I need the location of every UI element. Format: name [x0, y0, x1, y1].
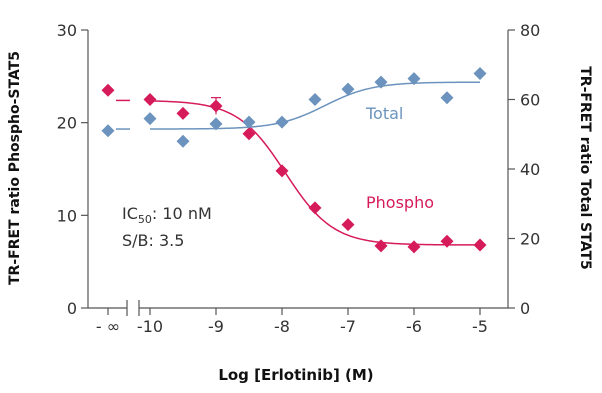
series-label-phospho: Phospho: [366, 193, 434, 212]
y-tick-label-left: 20: [57, 114, 77, 133]
x-tick-label: - ∞: [96, 317, 120, 336]
ic50-subscript: 50: [138, 213, 152, 226]
data-point-total: [341, 82, 355, 96]
data-point-phospho: [374, 239, 388, 253]
x-axis-title: Log [Erlotinib] (M): [218, 366, 373, 384]
data-point-phospho: [341, 218, 355, 232]
y-axis-title-right: TR-FRET ratio Total STAT5: [577, 66, 593, 270]
data-point-phospho: [209, 99, 223, 113]
data-point-phospho: [275, 164, 289, 178]
data-point-total: [176, 134, 190, 148]
x-tick-label: -9: [208, 317, 224, 336]
x-tick-label: -5: [472, 317, 488, 336]
data-point-phospho: [143, 93, 157, 106]
ic50-prefix: IC: [122, 204, 138, 223]
data-point-total-baseline: [101, 124, 115, 138]
data-point-total: [473, 66, 487, 80]
data-point-total: [407, 72, 421, 86]
y-tick-label-right: 60: [520, 91, 540, 110]
y-tick-label-right: 40: [520, 160, 540, 179]
data-point-phospho: [407, 240, 421, 254]
data-point-phospho: [242, 127, 256, 141]
y-tick-label-left: 10: [57, 206, 77, 225]
data-point-total: [374, 75, 388, 89]
data-point-total: [143, 112, 157, 126]
x-tick-label: -10: [137, 317, 163, 336]
ic50-value: : 10 nM: [152, 204, 212, 223]
data-point-total: [440, 91, 454, 105]
y-tick-label-right: 80: [520, 21, 540, 40]
data-point-phospho-baseline: [101, 83, 115, 97]
y-tick-label-right: 0: [520, 299, 530, 318]
data-point-phospho: [176, 106, 190, 120]
y-tick-label-left: 30: [57, 21, 77, 40]
data-point-phospho: [473, 238, 487, 252]
data-point-total: [242, 115, 256, 129]
x-tick-label: -6: [406, 317, 422, 336]
series-label-total: Total: [365, 104, 403, 123]
fit-curve-total: [149, 81, 480, 130]
x-tick-label: -7: [340, 317, 356, 336]
y-tick-label-right: 20: [520, 230, 540, 249]
y-axis-title-left: TR-FRET ratio Phospho-STAT5: [7, 51, 23, 285]
data-point-total: [308, 93, 322, 106]
y-tick-label-left: 0: [67, 299, 77, 318]
data-point-total: [209, 117, 223, 131]
points-layer: [101, 66, 487, 254]
ic50-annotation: IC50: 10 nM: [122, 204, 212, 226]
sb-annotation: S/B: 3.5: [122, 231, 184, 250]
x-tick-label: -8: [274, 317, 290, 336]
data-point-phospho: [440, 234, 454, 248]
axes-layer: 0 10 20 30 0 20 40 60 80 - ∞ -10 -9 -8 -7 -6 -5: [57, 21, 541, 336]
data-point-phospho: [308, 201, 322, 215]
fit-curve-phospho: [149, 100, 480, 246]
data-point-total: [275, 115, 289, 129]
